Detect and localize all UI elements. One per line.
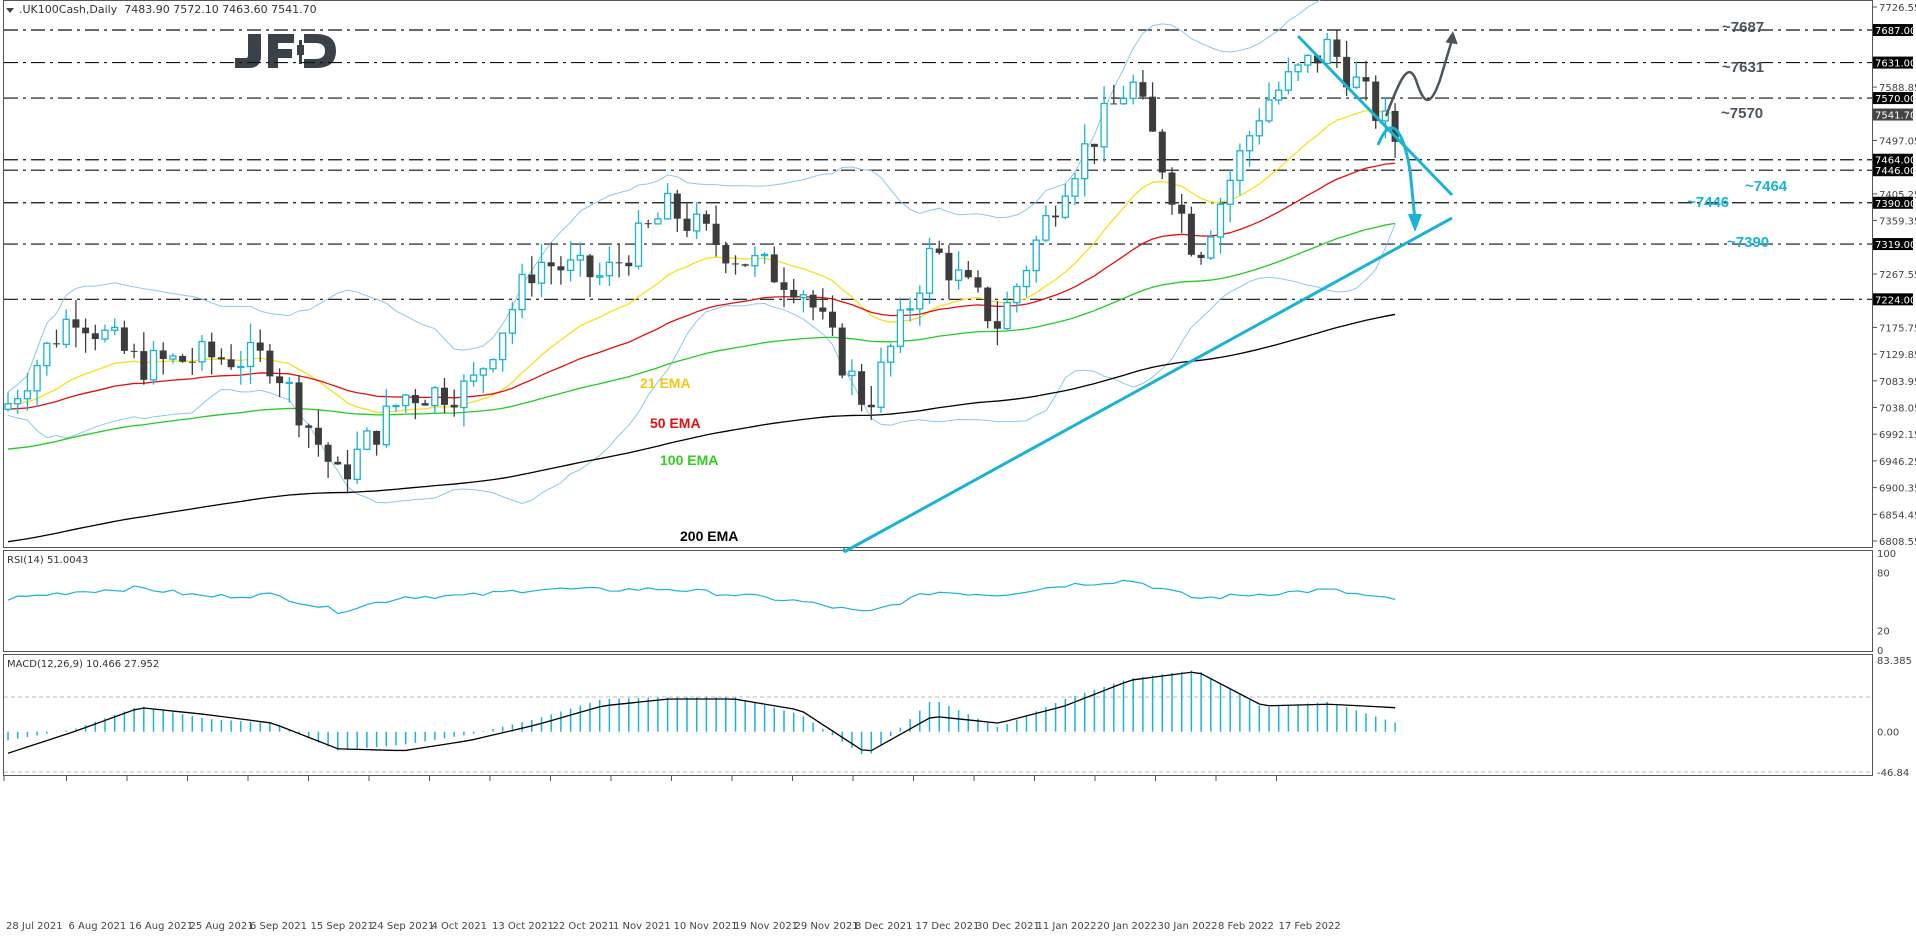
price-tick: 7405.25 xyxy=(1879,190,1916,201)
support-label-7446: ~7446 xyxy=(1687,194,1729,211)
level-tag: 7319.00 xyxy=(1875,240,1916,251)
resistance-label-7570: ~7570 xyxy=(1721,105,1763,122)
macd-signal-line xyxy=(7,671,1396,754)
price-axis[interactable]: 7726.55 7588.85 7497.05 7405.25 7359.35 7267.… xyxy=(1873,3,1916,548)
rsi-label: RSI(14) 51.0043 xyxy=(7,555,89,566)
descending-trendline[interactable] xyxy=(1296,34,1454,197)
time-label: 6 Sep 2021 xyxy=(250,921,307,932)
ascending-trendline[interactable] xyxy=(843,216,1453,554)
symbol-header: .UK100Cash,Daily 7483.90 7572.10 7463.60… xyxy=(6,3,317,16)
collapse-triangle-icon[interactable] xyxy=(6,7,14,13)
bollinger-bands xyxy=(7,0,1396,504)
time-label: 22 Oct 2021 xyxy=(553,921,615,932)
price-tick: 7129.85 xyxy=(1879,350,1916,361)
time-label: 30 Dec 2021 xyxy=(976,921,1040,932)
bearish-path-arrow xyxy=(1376,126,1417,221)
rsi-line xyxy=(7,579,1396,615)
rsi-tick: 20 xyxy=(1877,627,1890,638)
ema100-label: 100 EMA xyxy=(660,452,718,468)
ema50-label: 50 EMA xyxy=(650,415,701,431)
resistance-label-7687: ~7687 xyxy=(1722,19,1764,36)
symbol-name: .UK100Cash,Daily xyxy=(19,3,118,16)
macd-tick: 0.00 xyxy=(1877,728,1899,739)
time-label: 20 Jan 2022 xyxy=(1097,921,1157,932)
bearish-arrowhead-icon xyxy=(1408,214,1422,232)
price-tick: 6992.15 xyxy=(1879,430,1916,441)
price-panel-frame xyxy=(3,0,1873,548)
candlesticks xyxy=(4,30,1399,494)
time-label: 8 Feb 2022 xyxy=(1218,921,1274,932)
time-label: 4 Oct 2021 xyxy=(432,921,487,932)
price-tick: 6854.45 xyxy=(1879,510,1916,521)
price-tick: 6900.35 xyxy=(1879,484,1916,495)
support-label-7464: ~7464 xyxy=(1745,178,1788,195)
rsi-tick: 80 xyxy=(1877,568,1890,579)
time-label: 25 Aug 2021 xyxy=(190,921,254,932)
time-label: 13 Oct 2021 xyxy=(492,921,554,932)
time-label: 17 Feb 2022 xyxy=(1279,921,1341,932)
rsi-axis: 100 80 20 0 xyxy=(1877,549,1896,657)
macd-histogram xyxy=(7,670,1396,755)
price-tick: 6808.55 xyxy=(1879,537,1916,548)
time-label: 28 Jul 2021 xyxy=(6,921,63,932)
price-tick: 7497.05 xyxy=(1879,137,1916,148)
time-label: 15 Sep 2021 xyxy=(311,921,374,932)
price-tick: 6946.25 xyxy=(1879,457,1916,468)
ohlc-values: 7483.90 7572.10 7463.60 7541.70 xyxy=(124,3,317,16)
macd-axis: 83.385 0.00 -46.84 xyxy=(1877,656,1912,779)
support-label-7390: ~7390 xyxy=(1727,234,1769,251)
horizontal-levels xyxy=(4,29,1872,300)
rsi-tick: 0 xyxy=(1877,646,1883,657)
jfd-logo xyxy=(235,34,336,68)
resistance-label-7631: ~7631 xyxy=(1722,59,1764,76)
price-tick: 7175.75 xyxy=(1879,323,1916,334)
rsi-panel-frame xyxy=(3,550,1873,652)
macd-panel-frame xyxy=(3,654,1873,776)
level-tag: 7570.00 xyxy=(1875,94,1916,105)
time-label: 16 Aug 2021 xyxy=(129,921,193,932)
ema21-label: 21 EMA xyxy=(640,375,691,391)
ema-lines xyxy=(7,109,1396,543)
level-tag: 7631.00 xyxy=(1875,59,1916,70)
time-label: 29 Nov 2021 xyxy=(795,921,859,932)
bullish-arrowhead-icon xyxy=(1445,31,1458,45)
ema200-label: 200 EMA xyxy=(680,528,738,544)
time-label: 11 Jan 2022 xyxy=(1037,921,1097,932)
price-tick: 7083.95 xyxy=(1879,377,1916,388)
time-label: 10 Nov 2021 xyxy=(674,921,738,932)
macd-tick: -46.84 xyxy=(1877,768,1909,779)
current-price-tag: 7541.70 xyxy=(1875,111,1916,122)
time-label: 19 Nov 2021 xyxy=(734,921,798,932)
time-label: 17 Dec 2021 xyxy=(916,921,980,932)
level-tag: 7446.00 xyxy=(1875,166,1916,177)
price-tick: 7726.55 xyxy=(1879,3,1916,14)
time-label: 30 Jan 2022 xyxy=(1158,921,1218,932)
time-label: 1 Nov 2021 xyxy=(613,921,671,932)
rsi-tick: 100 xyxy=(1877,549,1896,560)
level-tag: 7224.00 xyxy=(1875,295,1916,306)
level-tag: 7390.00 xyxy=(1875,199,1916,210)
price-tick: 7588.85 xyxy=(1879,83,1916,94)
macd-tick: 83.385 xyxy=(1877,656,1912,667)
level-tag: 7464.00 xyxy=(1875,156,1916,167)
bullish-path-arrow xyxy=(1384,39,1454,117)
price-tick: 7267.55 xyxy=(1879,270,1916,281)
time-label: 24 Sep 2021 xyxy=(371,921,434,932)
time-label: 6 Aug 2021 xyxy=(69,921,127,932)
price-tick: 7038.05 xyxy=(1879,404,1916,415)
level-tag: 7687.00 xyxy=(1875,26,1916,37)
macd-label: MACD(12,26,9) 10.466 27.952 xyxy=(7,659,160,670)
time-label: 8 Dec 2021 xyxy=(855,921,913,932)
price-tick: 7359.35 xyxy=(1879,217,1916,228)
